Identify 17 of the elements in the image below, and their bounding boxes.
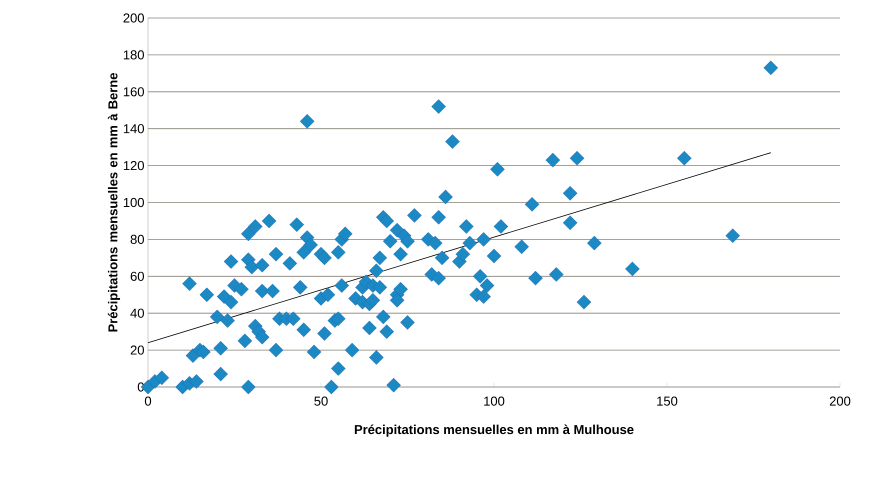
- y-tick-label: 120: [124, 161, 144, 170]
- y-tick-label: 60: [130, 272, 144, 281]
- x-tick-label: 100: [484, 396, 504, 406]
- y-tick-label: 20: [130, 346, 144, 355]
- y-tick-label: 180: [124, 50, 144, 60]
- y-tick-label: 140: [124, 124, 144, 134]
- y-axis-title: Précipitations mensuelles en mm à Berne: [108, 73, 120, 332]
- x-tick-label: 0: [144, 396, 152, 406]
- x-tick-label: 150: [657, 396, 678, 406]
- y-tick-label: 200: [124, 13, 144, 23]
- x-tick-label: 200: [830, 396, 850, 406]
- y-tick-label: 80: [130, 234, 144, 244]
- x-tick-label: 50: [314, 396, 328, 406]
- y-tick-label: 40: [130, 308, 144, 318]
- y-tick-label: 160: [124, 87, 144, 96]
- y-tick-label: 100: [124, 198, 144, 208]
- x-axis-title: Précipitations mensuelles en mm à Mulhouse: [354, 424, 634, 437]
